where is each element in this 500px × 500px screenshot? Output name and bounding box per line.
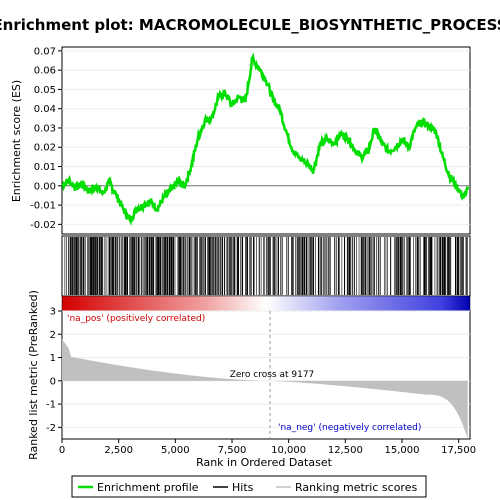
es-y-tick-label: 0.07 — [34, 46, 56, 57]
es-y-tick-label: 0.06 — [34, 66, 56, 77]
correlation-gradient-band — [61, 295, 471, 312]
legend-metric-label: Ranking metric scores — [295, 481, 417, 494]
legend-hits-label: Hits — [232, 481, 254, 494]
x-tick-label: 17,500 — [441, 445, 476, 456]
legend: Enrichment profile Hits Ranking metric s… — [71, 475, 427, 498]
x-tick-label: 10,000 — [271, 445, 306, 456]
x-tick-label: 2,500 — [104, 445, 133, 456]
hits-frame — [61, 235, 471, 297]
enrichment-profile-line — [61, 52, 469, 226]
es-y-tick-label: 0.04 — [34, 104, 56, 115]
es-y-tick-label: -0.02 — [30, 220, 56, 231]
x-tick-label: 15,000 — [385, 445, 420, 456]
es-y-tick-label: -0.01 — [30, 201, 56, 212]
es-y-tick-label: 0.02 — [34, 143, 56, 154]
ranked-metric-panel: -2 -1 0 1 2 3 Zero cross at 9177 'na_pos' (po… — [27, 290, 471, 460]
es-y-tick-label: 0.00 — [34, 181, 56, 192]
metric-y-axis-label: Ranked list metric (PreRanked) — [27, 290, 40, 460]
es-y-tick-label: 0.01 — [34, 162, 56, 173]
metric-y-tick-label: 1 — [50, 353, 56, 364]
ranking-metric-area — [62, 338, 468, 439]
hits-panel — [61, 235, 471, 297]
metric-y-tick-label: 3 — [50, 307, 56, 318]
metric-y-tick-label: -1 — [46, 400, 56, 411]
na-pos-label: 'na_pos' (positively correlated) — [67, 314, 205, 324]
es-panel: -0.02 -0.01 0.00 0.01 0.02 0.03 0.04 0.05 0.06 0.… — [10, 46, 471, 235]
es-y-axis-label: Enrichment score (ES) — [10, 80, 23, 202]
metric-y-tick-label: -2 — [46, 423, 56, 434]
x-tick-label: 12,500 — [328, 445, 363, 456]
legend-enrichment-label: Enrichment profile — [97, 481, 199, 494]
metric-y-tick-label: 2 — [50, 330, 56, 341]
chart-title: Enrichment plot: MACROMOLECULE_BIOSYNTHE… — [0, 16, 500, 34]
x-axis-label: Rank in Ordered Dataset — [196, 456, 333, 469]
x-tick-label: 0 — [59, 445, 65, 456]
legend-frame — [71, 475, 427, 498]
es-y-tick-label: 0.03 — [34, 123, 56, 134]
x-tick-label: 7,500 — [218, 445, 247, 456]
x-tick-label: 5,000 — [161, 445, 190, 456]
es-y-tick-label: 0.05 — [34, 85, 56, 96]
metric-y-tick-label: 0 — [50, 376, 56, 387]
na-neg-label: 'na_neg' (negatively correlated) — [278, 423, 421, 433]
zero-cross-label: Zero cross at 9177 — [230, 370, 315, 380]
